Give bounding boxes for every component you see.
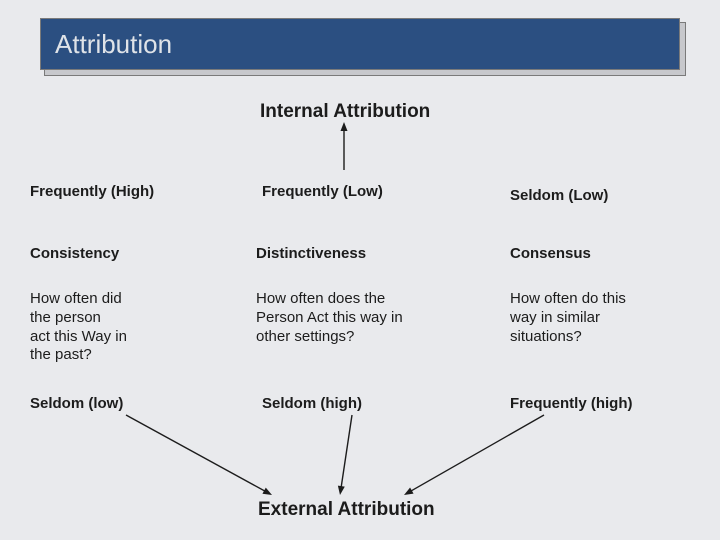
col1-dimension: Consistency (30, 245, 119, 264)
col2-frequency-label: Frequently (Low) (262, 183, 383, 202)
col3-dimension: Consensus (510, 245, 591, 264)
external-attribution-heading: External Attribution (258, 498, 435, 522)
slide-root: Attribution Internal Attribution Frequen… (0, 0, 720, 540)
arrow-layer (0, 0, 720, 540)
col3-frequency-label: Seldom (Low) (510, 187, 608, 206)
col3-question: How often do this way in similar situati… (510, 290, 626, 346)
col1-question: How often did the person act this Way in… (30, 290, 127, 365)
col3-bottom-label: Frequently (high) (510, 395, 633, 414)
title-box: Attribution (40, 18, 680, 70)
slide-title: Attribution (55, 29, 172, 60)
col2-question: How often does the Person Act this way i… (256, 290, 403, 346)
col2-bottom-label: Seldom (high) (262, 395, 362, 414)
internal-attribution-heading: Internal Attribution (260, 100, 430, 124)
col1-frequency-label: Frequently (High) (30, 183, 154, 202)
col1-bottom-label: Seldom (low) (30, 395, 123, 414)
col2-dimension: Distinctiveness (256, 245, 366, 264)
